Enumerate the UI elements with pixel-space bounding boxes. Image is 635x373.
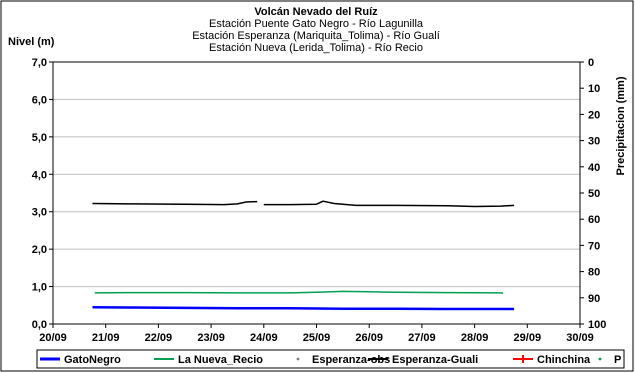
y2-tick-label: 60: [588, 214, 600, 226]
legend-swatch-esperanza-obs: [296, 357, 300, 361]
y-tick-label: 5,0: [32, 132, 47, 144]
x-tick-label: 29/09: [514, 332, 542, 344]
chart-subtitle-line-2: Estación Esperanza (Mariquita_Tolima) - …: [192, 30, 440, 42]
series-esperanza-obs-point: [155, 322, 158, 326]
series-esperanza-obs-point: [523, 322, 527, 326]
legend: GatoNegro La Nueva_Recio Esperanza-obs Espe…: [40, 354, 621, 366]
x-tick-label: 28/09: [461, 332, 489, 344]
x-tick-label: 26/09: [355, 332, 383, 344]
series-esperanza-obs-point: [418, 322, 421, 326]
legend-box: [36, 349, 625, 369]
axis-layer: 0,0 1,0 2,0 3,0 4,0 5,0 6,0 7,0 0 10 20 30 40 50 60 70 8…: [32, 57, 607, 344]
y-axis-title: Nivel (m): [8, 36, 55, 48]
y2-tick-label: 90: [588, 293, 600, 305]
series-esperanza-obs-point: [313, 322, 316, 326]
y2-tick-label: 20: [588, 109, 600, 121]
legend-label-chinchina: Chinchina: [537, 354, 591, 366]
legend-label-gatonegro: GatoNegro: [64, 354, 121, 366]
x-tick-label: 23/09: [197, 332, 225, 344]
x-tick-label: 22/09: [145, 332, 173, 344]
y2-axis-title: Precipitacion (mm): [615, 76, 627, 175]
x-tick-label: 24/09: [250, 332, 278, 344]
y-tick-label: 6,0: [32, 94, 47, 106]
series-layer: [92, 200, 527, 326]
series-la-nueva-recio-line: [94, 290, 504, 295]
series-gatonegro-line: [92, 305, 515, 311]
y2-tick-label: 80: [588, 267, 600, 279]
legend-label-esperanza-guali: Esperanza-Guali: [392, 354, 478, 366]
series-esperanza-obs-point: [207, 322, 211, 326]
series-esperanza-guali-line: [92, 200, 258, 206]
y2-tick-label: 100: [588, 319, 606, 331]
legend-swatch-p: [598, 357, 602, 361]
series-esperanza-obs-point: [365, 322, 369, 326]
y-tick-label: 1,0: [32, 282, 47, 294]
y2-tick-label: 0: [588, 57, 594, 69]
series-esperanza-obs-point: [471, 322, 474, 326]
legend-label-esperanza-obs: Esperanza-obs: [312, 354, 390, 366]
x-tick-label: 30/09: [566, 332, 594, 344]
chart-title: Volcán Nevado del Ruíz: [254, 6, 378, 18]
y-tick-label: 4,0: [32, 169, 47, 181]
series-esperanza-obs-point: [102, 322, 105, 326]
series-esperanza-obs-point: [260, 322, 263, 326]
y2-tick-label: 70: [588, 240, 600, 252]
y-tick-label: 2,0: [32, 244, 47, 256]
y-tick-label: 0,0: [32, 319, 47, 331]
y2-tick-label: 40: [588, 162, 600, 174]
y2-tick-label: 50: [588, 188, 600, 200]
x-tick-label: 27/09: [408, 332, 436, 344]
series-esperanza-guali-line: [263, 200, 515, 208]
legend-label-p: P: [614, 354, 621, 366]
chart-subtitle-line-1: Estación Puente Gato Negro - Río Lagunil…: [209, 18, 424, 30]
y2-tick-label: 10: [588, 83, 600, 95]
y2-tick-label: 30: [588, 136, 600, 148]
x-tick-label: 21/09: [92, 332, 120, 344]
x-tick-label: 20/09: [39, 332, 67, 344]
x-tick-label: 25/09: [303, 332, 331, 344]
grid-lines: [53, 98, 580, 288]
y-tick-label: 3,0: [32, 207, 47, 219]
y-tick-label: 7,0: [32, 57, 47, 69]
chart-subtitle-line-3: Estación Nueva (Lerida_Tolima) - Río Rec…: [209, 42, 423, 54]
legend-label-la-nueva-recio: La Nueva_Recio: [178, 354, 263, 366]
